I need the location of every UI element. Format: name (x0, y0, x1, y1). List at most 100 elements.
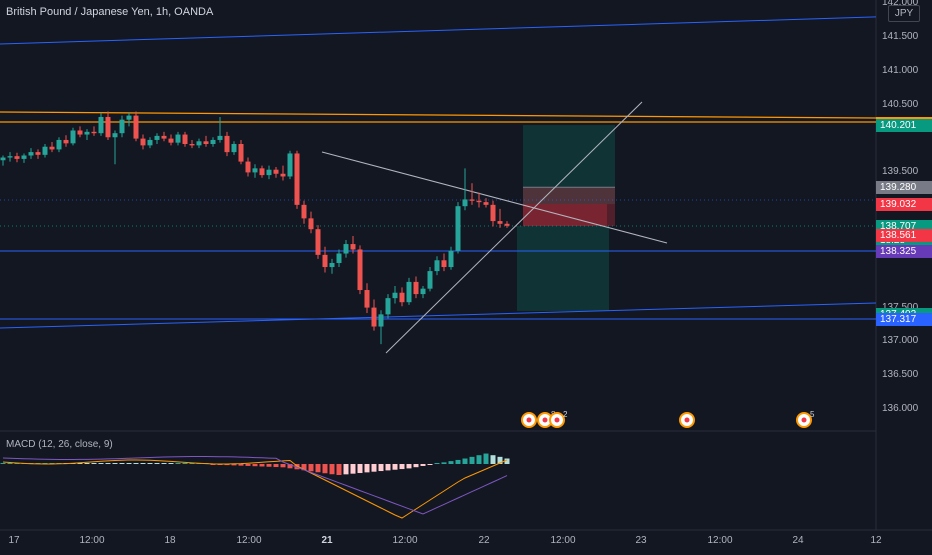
macd-bar (427, 464, 433, 465)
macd-bar (98, 463, 104, 464)
candle-body (189, 144, 195, 146)
currency-button[interactable]: JPY (888, 5, 920, 22)
macd-bar (329, 464, 335, 475)
candle-body (217, 135, 223, 140)
candle-body (238, 144, 244, 162)
event-marker[interactable]: 5 (796, 410, 815, 428)
candle-body (441, 260, 447, 268)
candle-body (280, 173, 286, 177)
candle-body (28, 152, 34, 156)
candle-body (385, 298, 391, 315)
macd-bar (476, 455, 482, 464)
candle-body (7, 156, 13, 158)
candle-body (70, 130, 76, 144)
candle-body (147, 139, 153, 146)
price-axis-label: 139.280 (876, 180, 932, 194)
candle-body (287, 153, 293, 177)
time-tick-label: 12:00 (79, 535, 105, 546)
candle-body (133, 115, 139, 139)
candle-body (252, 168, 258, 173)
time-tick-label: 18 (164, 535, 176, 546)
price-tick-label: 140.500 (882, 98, 919, 110)
macd-bar (420, 464, 426, 466)
macd-bar (245, 464, 251, 466)
time-tick-label: 22 (478, 535, 490, 546)
time-tick-label: 21 (321, 535, 333, 546)
macd-bar (413, 464, 419, 468)
candle-body (266, 169, 272, 176)
time-tick-label: 12:00 (707, 535, 733, 546)
time-tick-label: 24 (792, 535, 804, 546)
candle-body (497, 221, 503, 224)
macd-bar (455, 459, 461, 464)
candle-body (301, 204, 307, 219)
candle-body (259, 168, 265, 176)
macd-bar (469, 456, 475, 464)
candle-body (21, 155, 27, 159)
event-marker-count: 2 (563, 410, 568, 419)
macd-bar (343, 464, 349, 475)
candle-body (455, 206, 461, 251)
time-tick-label: 17 (8, 535, 20, 546)
candle-body (224, 135, 230, 153)
event-marker-count: 5 (810, 410, 815, 419)
macd-bar (287, 464, 293, 469)
candle-body (483, 202, 489, 205)
time-tick-label: 12 (870, 535, 882, 546)
candle-body (378, 314, 384, 327)
candle-body (98, 116, 104, 134)
macd-bar (406, 464, 412, 469)
price-axis-label: 138.561 (876, 229, 932, 243)
macd-bar (7, 463, 13, 464)
price-tick-label: 141.000 (882, 65, 919, 76)
macd-bar (483, 453, 489, 464)
price-tick-label: 136.000 (882, 403, 919, 414)
macd-bar (84, 463, 90, 464)
candle-body (462, 199, 468, 207)
price-tick-label: 137.500 (882, 302, 918, 313)
long-position-profit-zone (523, 125, 615, 205)
candle-body (182, 134, 188, 145)
macd-bar (77, 463, 83, 464)
macd-bar (294, 464, 300, 470)
price-tick-label: 137.000 (882, 335, 919, 347)
macd-bar (161, 463, 167, 464)
macd-bar (119, 463, 125, 464)
candle-body (371, 307, 377, 327)
candle-body (210, 139, 216, 145)
candle-body (392, 292, 398, 299)
macd-bar (224, 464, 230, 466)
macd-bar (301, 464, 307, 471)
candle-body (406, 281, 412, 303)
event-marker[interactable] (679, 412, 695, 428)
macd-bar (147, 463, 153, 464)
candle-body (504, 223, 510, 226)
macd-legend: MACD (12, 26, close, 9) (6, 439, 113, 450)
candle-body (77, 130, 83, 135)
macd-bar (504, 458, 510, 464)
event-marker[interactable] (521, 412, 537, 428)
candle-body (154, 135, 160, 140)
macd-bar (350, 464, 356, 474)
candle-body (469, 199, 475, 201)
macd-bar (364, 464, 370, 473)
macd-bar (490, 455, 496, 464)
signal-line (2, 456, 508, 515)
chart-title: British Pound / Japanese Yen, 1h, OANDA (6, 6, 214, 18)
time-tick-label: 12:00 (392, 535, 418, 546)
macd-bar (259, 464, 265, 467)
macd-bar (112, 463, 118, 464)
macd-bar (91, 463, 97, 464)
time-tick-label: 12:00 (236, 535, 262, 546)
macd-bar (315, 464, 321, 473)
candle-body (203, 141, 209, 145)
macd-line (2, 459, 508, 519)
candle-body (329, 262, 335, 268)
candle-body (112, 133, 118, 138)
candle-body (161, 135, 167, 139)
macd-bar (357, 464, 363, 474)
event-marker[interactable]: 2 (549, 410, 568, 428)
candle-body (336, 253, 342, 263)
